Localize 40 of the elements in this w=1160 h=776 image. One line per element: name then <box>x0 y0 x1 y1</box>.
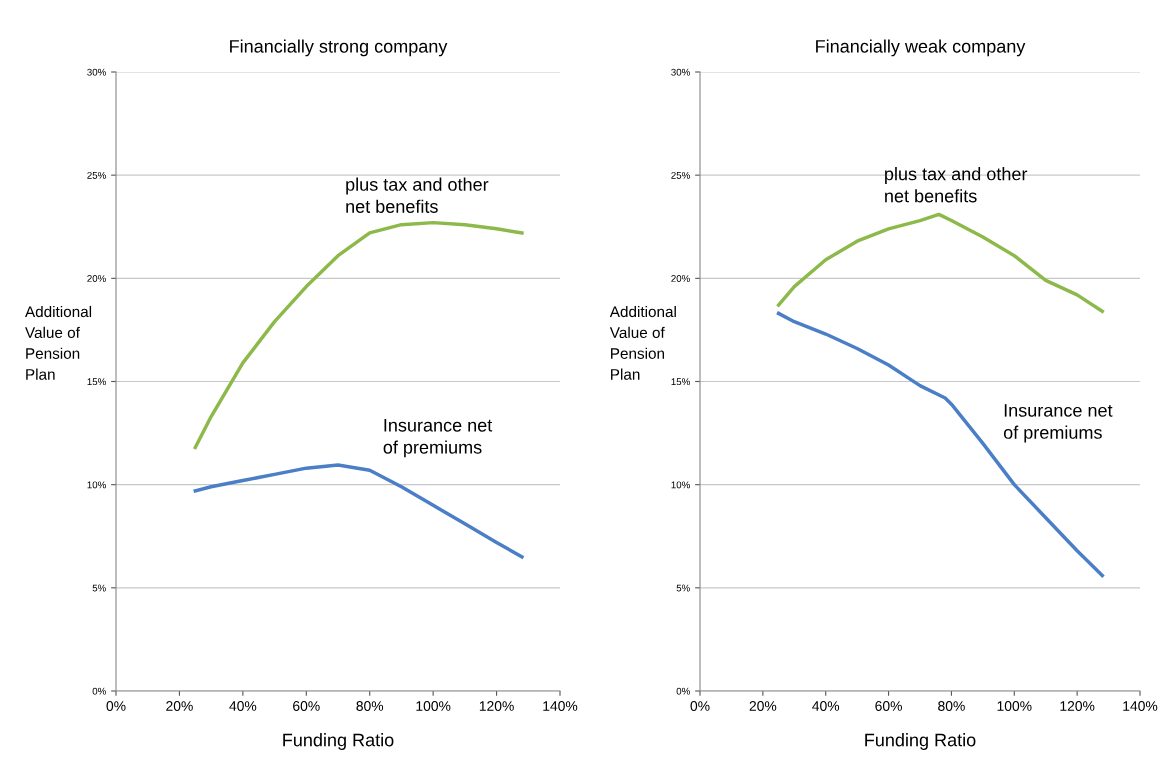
x-tick-label: 40% <box>229 701 257 711</box>
line-series <box>776 212 1105 314</box>
series-label: plus tax and other net benefits <box>346 177 489 213</box>
x-tick-label: 60% <box>293 701 320 711</box>
y-tick-label: 10% <box>671 481 690 489</box>
x-tick-label: 20% <box>166 701 193 711</box>
line-series <box>193 463 524 559</box>
x-tick-label: 80% <box>356 701 384 711</box>
y-tick-label: 5% <box>676 584 690 592</box>
x-tick-label: 80% <box>938 701 965 711</box>
y-tick-label: 20% <box>87 275 106 282</box>
x-tick-label: 0% <box>106 701 126 711</box>
y-tick-label: 30% <box>671 68 690 76</box>
y-tick-label: 10% <box>87 481 106 489</box>
y-tick-label: 15% <box>671 378 690 386</box>
x-tick-label: 120% <box>479 701 514 711</box>
x-tick-label: 140% <box>1123 701 1158 711</box>
y-tick-label: 30% <box>87 68 106 76</box>
x-tick-label: 60% <box>875 701 902 711</box>
x-tick-label: 140% <box>543 701 578 711</box>
x-tick-label: 100% <box>997 701 1032 711</box>
x-tick-label: 20% <box>749 701 777 711</box>
x-axis-title: Funding Ratio <box>283 733 394 750</box>
series-label: plus tax and other net benefits <box>885 167 1028 203</box>
y-tick-label: 0% <box>676 687 690 695</box>
y-tick-label: 25% <box>87 171 106 179</box>
series-label: Insurance net of premiums <box>383 419 493 458</box>
x-axis-title: Funding Ratio <box>865 733 976 750</box>
chart-title: Financially weak company <box>816 39 1026 57</box>
series-label: Insurance net of premiums <box>1003 404 1113 443</box>
x-tick-label: 40% <box>812 701 840 711</box>
x-tick-label: 0% <box>690 701 710 711</box>
y-tick-label: 15% <box>87 378 106 386</box>
y-tick-label: 25% <box>671 171 690 179</box>
y-tick-label: 5% <box>92 584 106 592</box>
y-tick-label: 20% <box>671 275 690 282</box>
x-tick-label: 120% <box>1060 701 1095 711</box>
x-tick-label: 100% <box>416 701 451 711</box>
chart-title: Financially strong company <box>230 39 448 57</box>
y-tick-label: 0% <box>92 687 106 695</box>
